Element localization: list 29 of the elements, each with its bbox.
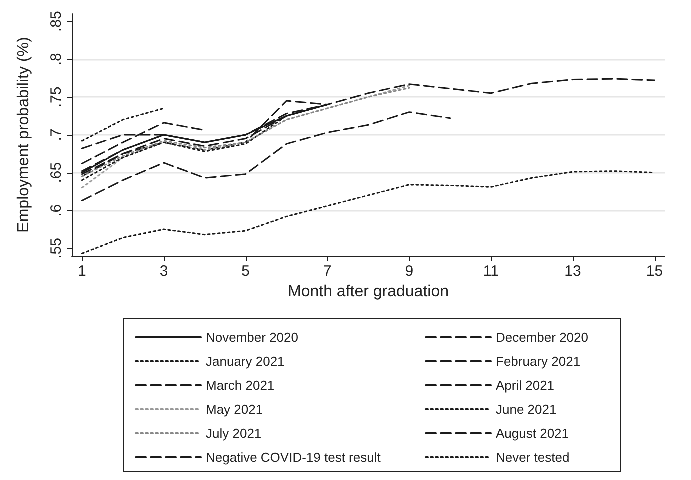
x-tick-label: 13: [564, 263, 582, 280]
x-tick-label: 3: [160, 263, 168, 280]
x-tick-label: 9: [405, 263, 414, 280]
legend-label: November 2020: [206, 330, 298, 345]
y-axis-title: Employment probability (%): [16, 37, 32, 233]
legend-label: April 2021: [496, 378, 555, 393]
legend-label: May 2021: [206, 402, 264, 417]
y-tick-label: .75: [48, 86, 65, 108]
x-axis-title: Month after graduation: [288, 284, 449, 300]
x-tick-label: 7: [323, 263, 332, 280]
y-tick-label: .85: [48, 11, 65, 32]
legend-label: December 2020: [496, 330, 588, 345]
legend-label: Negative COVID-19 test result: [206, 450, 382, 465]
y-tick-label: .6: [48, 204, 65, 217]
legend-label: July 2021: [206, 426, 262, 441]
x-tick-label: 1: [78, 263, 86, 280]
legend-label: June 2021: [496, 402, 557, 417]
x-tick-label: 11: [483, 263, 499, 280]
y-tick-label: .65: [48, 162, 65, 184]
legend-label: March 2021: [206, 378, 275, 393]
y-tick-label: .7: [48, 128, 65, 142]
legend-label: August 2021: [496, 426, 570, 441]
y-tick-label: .8: [48, 53, 65, 66]
x-tick-label: 15: [646, 263, 664, 280]
legend-label: Never tested: [496, 450, 570, 465]
legend-label: February 2021: [496, 354, 581, 369]
legend-label: January 2021: [206, 354, 285, 369]
y-tick-label: .55: [48, 238, 65, 259]
x-tick-label: 5: [242, 263, 250, 280]
